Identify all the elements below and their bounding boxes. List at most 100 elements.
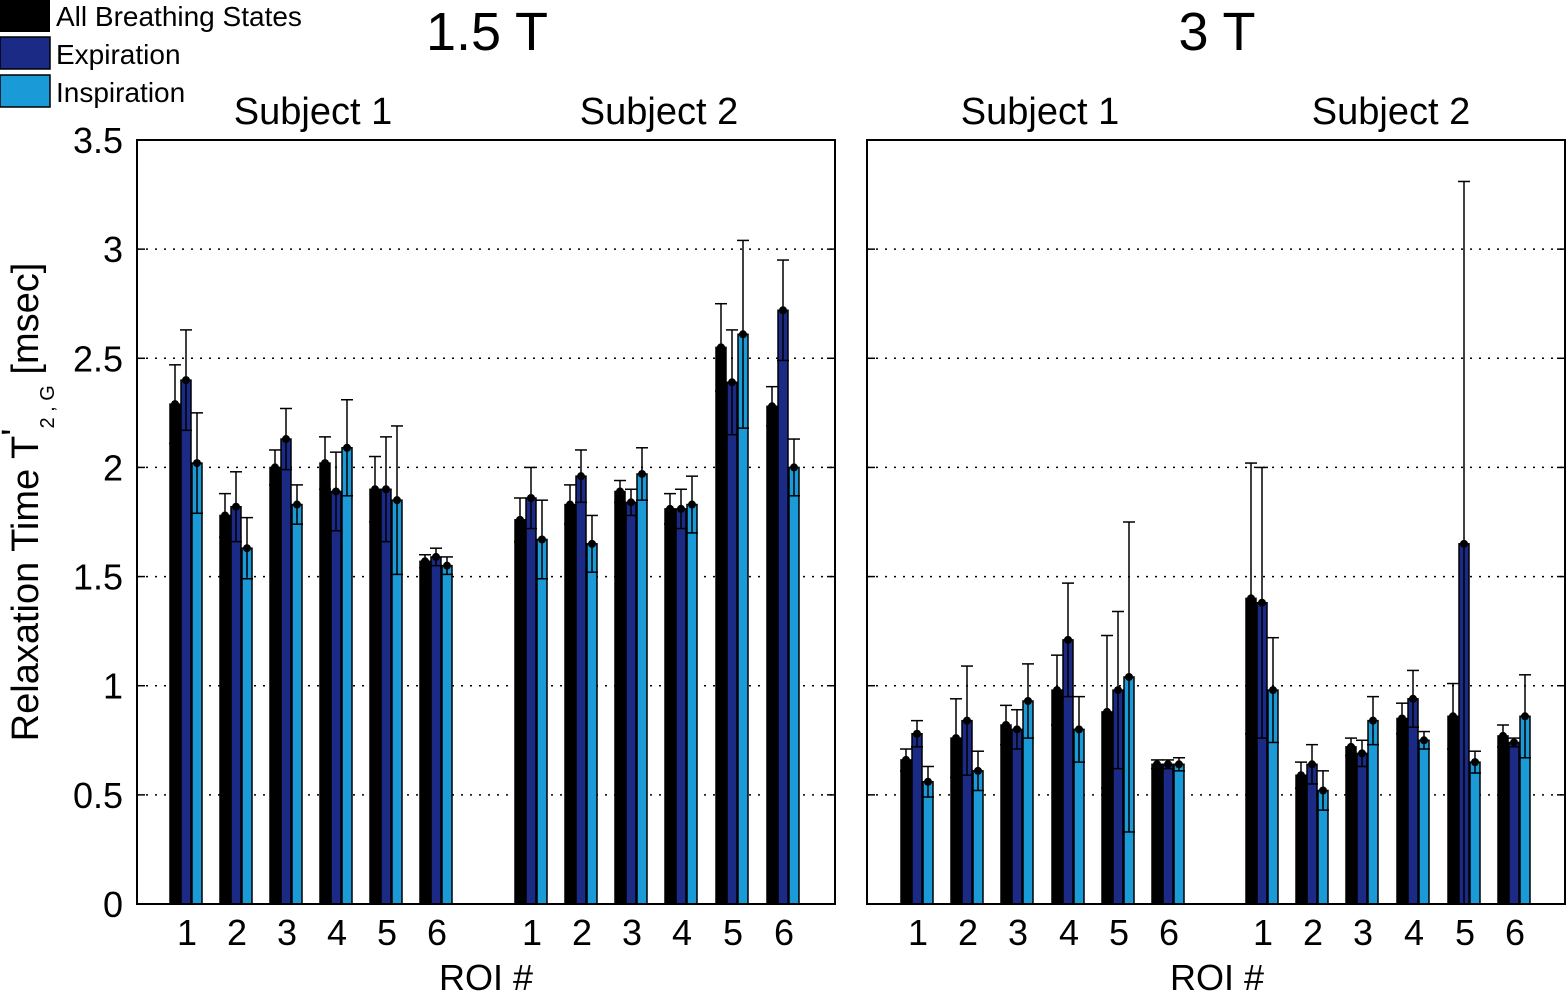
subject-header-1p5t-s1: Subject 1 xyxy=(234,91,392,133)
legend: All Breathing States Expiration Inspirat… xyxy=(0,0,302,108)
bar-1p5t-s2-roi6-expiration xyxy=(777,309,789,905)
bar-1p5t-s1-roi2-inspiration-marker xyxy=(243,544,251,553)
bar-1p5t-s2-roi1-all xyxy=(514,519,526,905)
bar-3t-s1-roi2-all-marker xyxy=(952,734,960,743)
bar-3t-s2-roi5-expiration-marker xyxy=(1460,539,1468,548)
bar-3t-s1-roi6-expiration-marker xyxy=(1164,760,1172,769)
xtick-label-1p5t-s2-4: 5 xyxy=(723,912,743,953)
xtick-label-1p5t-s1-1: 2 xyxy=(227,912,247,953)
bar-3t-s1-roi3-expiration-marker xyxy=(1013,725,1021,734)
bar-1p5t-s2-roi4-expiration xyxy=(675,508,687,905)
bar-1p5t-s1-roi6-inspiration xyxy=(441,564,453,905)
bar-1p5t-s2-roi5-expiration-marker xyxy=(728,378,736,387)
bar-1p5t-s2-roi1-inspiration-marker xyxy=(538,535,546,544)
bar-1p5t-s2-roi2-inspiration xyxy=(586,543,598,905)
axes-frame-1p5t xyxy=(136,139,836,905)
xtick-label-1p5t-s2-0: 1 xyxy=(522,912,542,953)
bar-1p5t-s1-roi1-all-marker xyxy=(171,400,179,409)
legend-swatch-expiration xyxy=(0,36,51,70)
bar-3t-s1-roi1-inspiration xyxy=(922,781,934,905)
bar-3t-s1-roi4-inspiration-marker xyxy=(1075,725,1083,734)
bar-3t-s1-roi6-all xyxy=(1151,763,1163,905)
bar-3t-s2-roi5-inspiration xyxy=(1469,761,1481,905)
bar-3t-s2-roi1-inspiration-marker xyxy=(1269,686,1277,695)
ytick-label-1p5t-6: 3 xyxy=(103,229,123,270)
bar-3t-s2-roi3-inspiration-marker xyxy=(1369,716,1377,725)
bar-3t-s2-roi5-inspiration-marker xyxy=(1471,758,1479,767)
ytick-label-1p5t-5: 2.5 xyxy=(73,338,123,379)
xtick-label-3t-s2-5: 6 xyxy=(1505,912,1525,953)
bar-3t-s1-roi3-expiration xyxy=(1011,728,1023,905)
ytick-label-1p5t-2: 1 xyxy=(103,666,123,707)
bar-1p5t-s1-roi6-all-marker xyxy=(421,557,429,566)
xtick-label-1p5t-s2-2: 3 xyxy=(622,912,642,953)
bar-3t-s1-roi3-all-marker xyxy=(1002,721,1010,730)
bar-1p5t-s1-roi3-all-marker xyxy=(271,463,279,472)
bar-3t-s2-roi3-all-marker xyxy=(1347,742,1355,751)
xtick-label-3t-s2-3: 4 xyxy=(1404,912,1424,953)
xtick-label-3t-s1-0: 1 xyxy=(908,912,928,953)
bar-3t-s1-roi5-expiration-marker xyxy=(1114,686,1122,695)
ytick-label-1p5t-3: 1.5 xyxy=(73,557,123,598)
x-axis-label-1p5t: ROI # xyxy=(439,957,533,998)
bar-1p5t-s1-roi2-inspiration xyxy=(241,547,253,905)
bar-3t-s2-roi2-expiration-marker xyxy=(1308,760,1316,769)
bar-3t-s2-roi3-expiration-marker xyxy=(1358,749,1366,758)
bar-1p5t-s2-roi6-inspiration xyxy=(788,466,800,905)
bar-1p5t-s1-roi2-all-marker xyxy=(221,511,229,520)
axes-frame-3t xyxy=(866,139,1566,905)
bar-3t-s2-roi6-inspiration-marker xyxy=(1521,712,1529,721)
bar-1p5t-s2-roi4-all xyxy=(664,508,676,905)
bar-1p5t-s1-roi3-all xyxy=(269,466,281,905)
bar-1p5t-s2-roi1-expiration xyxy=(525,497,537,905)
bar-1p5t-s1-roi4-all xyxy=(319,462,331,905)
bar-1p5t-s2-roi2-expiration-marker xyxy=(577,472,585,481)
bar-1p5t-s2-roi2-all xyxy=(564,503,576,905)
bar-1p5t-s1-roi1-inspiration xyxy=(191,462,203,905)
bar-1p5t-s1-roi4-inspiration xyxy=(341,447,353,905)
bar-3t-s2-roi6-all xyxy=(1497,735,1509,905)
bar-3t-s1-roi2-inspiration-marker xyxy=(974,766,982,775)
bar-1p5t-s1-roi4-expiration-marker xyxy=(332,487,340,496)
bar-1p5t-s2-roi2-inspiration-marker xyxy=(588,539,596,548)
y-axis-label-sub: 2 , G xyxy=(37,385,59,428)
bar-3t-s1-roi4-all-marker xyxy=(1053,686,1061,695)
xtick-label-1p5t-s2-5: 6 xyxy=(774,912,794,953)
bar-1p5t-s2-roi6-all xyxy=(766,405,778,905)
bar-1p5t-s1-roi2-expiration-marker xyxy=(232,502,240,511)
bar-1p5t-s1-roi5-inspiration-marker xyxy=(393,496,401,505)
bar-3t-s1-roi5-inspiration-marker xyxy=(1125,672,1133,681)
bar-3t-s2-roi4-all-marker xyxy=(1398,714,1406,723)
bar-3t-s2-roi6-expiration xyxy=(1508,741,1520,905)
panel-title-3t: 3 T xyxy=(1178,2,1255,62)
panel-title-1p5t: 1.5 T xyxy=(426,2,548,62)
legend-label-all: All Breathing States xyxy=(56,1,302,32)
bar-3t-s2-roi4-inspiration-marker xyxy=(1420,736,1428,745)
bar-1p5t-s2-roi6-all-marker xyxy=(768,402,776,411)
xtick-label-1p5t-s1-5: 6 xyxy=(427,912,447,953)
bar-1p5t-s2-roi5-all xyxy=(715,346,727,905)
bar-1p5t-s2-roi6-inspiration-marker xyxy=(790,463,798,472)
bar-3t-s1-roi3-inspiration-marker xyxy=(1024,696,1032,705)
legend-label-expiration: Expiration xyxy=(56,39,181,70)
bar-1p5t-s2-roi2-expiration xyxy=(575,475,587,905)
bar-3t-s2-roi5-all-marker xyxy=(1449,712,1457,721)
bar-3t-s2-roi6-expiration-marker xyxy=(1510,738,1518,747)
bar-3t-s1-roi2-expiration-marker xyxy=(963,716,971,725)
bar-1p5t-s2-roi5-all-marker xyxy=(717,343,725,352)
ytick-label-1p5t-7: 3.5 xyxy=(73,120,123,161)
bar-3t-s1-roi4-expiration-marker xyxy=(1064,635,1072,644)
bar-1p5t-s2-roi3-all xyxy=(614,490,626,905)
bar-1p5t-s2-roi1-inspiration xyxy=(536,538,548,905)
bar-3t-s2-roi3-inspiration xyxy=(1367,719,1379,905)
subject-header-3t-s2: Subject 2 xyxy=(1312,91,1470,133)
y-axis-label-prime: ' xyxy=(0,429,37,436)
bar-3t-s2-roi4-all xyxy=(1396,717,1408,905)
bar-1p5t-s1-roi4-expiration xyxy=(330,490,342,905)
xtick-label-3t-s2-1: 2 xyxy=(1303,912,1323,953)
bar-1p5t-s1-roi5-all-marker xyxy=(371,485,379,494)
bar-3t-s2-roi4-expiration-marker xyxy=(1409,694,1417,703)
xtick-label-1p5t-s1-4: 5 xyxy=(377,912,397,953)
y-axis-label-main: Relaxation Time T xyxy=(5,436,47,742)
